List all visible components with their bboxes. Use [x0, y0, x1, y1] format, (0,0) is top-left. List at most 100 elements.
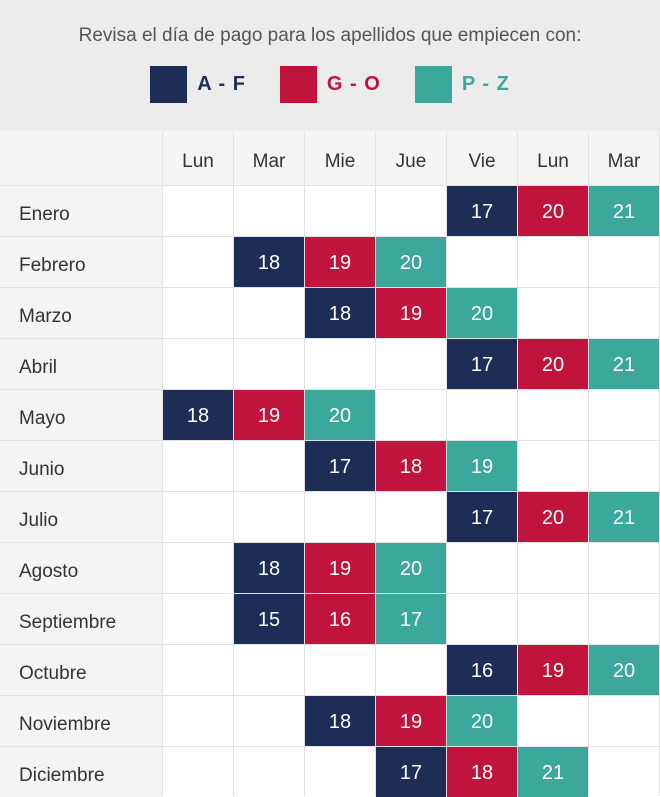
payment-day-cell: 19	[305, 237, 375, 287]
empty-cell	[163, 696, 233, 746]
column-header: Lun	[163, 131, 233, 185]
payment-day-value: 18	[328, 303, 352, 325]
chart-subtitle: Revisa el día de pago para los apellidos…	[78, 25, 582, 46]
row-month-label: Diciembre	[0, 747, 162, 797]
payment-day-value: 19	[328, 558, 352, 580]
month-label: Septiembre	[19, 612, 117, 633]
column-header: Jue	[376, 131, 446, 185]
payment-day-cell: 19	[447, 441, 517, 491]
payment-day-value: 21	[541, 762, 565, 784]
payment-day-value: 16	[328, 609, 352, 631]
row-month-label: Noviembre	[0, 696, 162, 746]
payment-day-cell: 20	[376, 237, 446, 287]
payment-day-cell: 18	[447, 747, 517, 797]
payment-day-value: 21	[612, 507, 636, 529]
row-month-label: Marzo	[0, 288, 162, 338]
payment-day-cell: 20	[447, 288, 517, 338]
empty-cell	[447, 594, 517, 644]
empty-cell	[589, 441, 659, 491]
column-header-label: Vie	[468, 151, 496, 172]
month-label: Agosto	[19, 561, 79, 582]
payment-day-value: 20	[470, 303, 494, 325]
empty-cell	[589, 288, 659, 338]
row-month-label: Junio	[0, 441, 162, 491]
legend-label-p-z: P - Z	[461, 72, 510, 95]
payment-day-cell: 16	[305, 594, 375, 644]
empty-cell	[589, 237, 659, 287]
payment-day-value: 20	[399, 558, 423, 580]
payment-day-value: 17	[328, 456, 352, 478]
payment-day-value: 17	[399, 609, 423, 631]
payment-day-cell: 17	[305, 441, 375, 491]
empty-cell	[376, 186, 446, 236]
payment-day-value: 18	[328, 711, 352, 733]
empty-cell	[234, 645, 304, 695]
payment-day-value: 18	[257, 252, 281, 274]
month-label: Abril	[19, 357, 58, 378]
empty-cell	[447, 237, 517, 287]
payment-day-value: 21	[612, 201, 636, 223]
empty-cell	[589, 696, 659, 746]
empty-cell	[447, 390, 517, 440]
column-header: Lun	[518, 131, 588, 185]
payment-day-cell: 17	[447, 186, 517, 236]
row-month-label: Enero	[0, 186, 162, 236]
empty-cell	[163, 441, 233, 491]
empty-cell	[518, 594, 588, 644]
row-month-label: Octubre	[0, 645, 162, 695]
payment-day-value: 18	[399, 456, 423, 478]
empty-cell	[305, 747, 375, 797]
payment-day-value: 20	[470, 711, 494, 733]
empty-cell	[234, 288, 304, 338]
payment-day-cell: 19	[376, 288, 446, 338]
empty-cell	[163, 288, 233, 338]
month-label: Mayo	[19, 408, 66, 429]
empty-cell	[589, 594, 659, 644]
empty-cell	[234, 696, 304, 746]
month-label: Febrero	[19, 255, 86, 276]
payment-day-cell: 18	[163, 390, 233, 440]
month-label: Junio	[19, 459, 65, 480]
payment-day-cell: 19	[518, 645, 588, 695]
month-label: Marzo	[19, 306, 72, 327]
payment-day-value: 21	[612, 354, 636, 376]
column-header: Mar	[589, 131, 659, 185]
payment-day-value: 20	[399, 252, 423, 274]
empty-cell	[163, 186, 233, 236]
legend-header: Revisa el día de pago para los apellidos…	[0, 0, 660, 131]
payment-day-cell: 17	[447, 492, 517, 542]
empty-cell	[163, 339, 233, 389]
empty-cell	[305, 492, 375, 542]
empty-cell	[234, 492, 304, 542]
payment-day-value: 20	[541, 507, 565, 529]
empty-cell	[305, 645, 375, 695]
payment-day-cell: 18	[305, 696, 375, 746]
payment-day-value: 20	[541, 354, 565, 376]
legend-swatch-a-f	[150, 65, 188, 103]
payment-day-cell: 15	[234, 594, 304, 644]
empty-cell	[518, 390, 588, 440]
empty-cell	[589, 543, 659, 593]
legend-label-a-f: A - F	[197, 72, 246, 95]
payment-day-value: 20	[328, 405, 352, 427]
empty-cell	[518, 288, 588, 338]
payment-day-cell: 20	[518, 492, 588, 542]
empty-cell	[518, 441, 588, 491]
payment-day-cell: 21	[589, 492, 659, 542]
column-header: Mar	[234, 131, 304, 185]
column-header-label: Mie	[324, 151, 356, 172]
payment-day-cell: 20	[376, 543, 446, 593]
empty-cell	[376, 339, 446, 389]
header-corner-cell	[0, 131, 162, 185]
month-label: Enero	[19, 204, 70, 225]
payment-day-cell: 18	[234, 543, 304, 593]
empty-cell	[589, 747, 659, 797]
payment-calendar-table: Lun Mar Mie Jue Vie Lun Mar Enero 17 20 21 Febrero 1…	[0, 131, 660, 797]
column-header-label: Lun	[537, 151, 569, 172]
empty-cell	[376, 492, 446, 542]
empty-cell	[305, 339, 375, 389]
payment-day-cell: 21	[518, 747, 588, 797]
payment-day-cell: 16	[447, 645, 517, 695]
payment-day-cell: 17	[376, 747, 446, 797]
empty-cell	[376, 390, 446, 440]
